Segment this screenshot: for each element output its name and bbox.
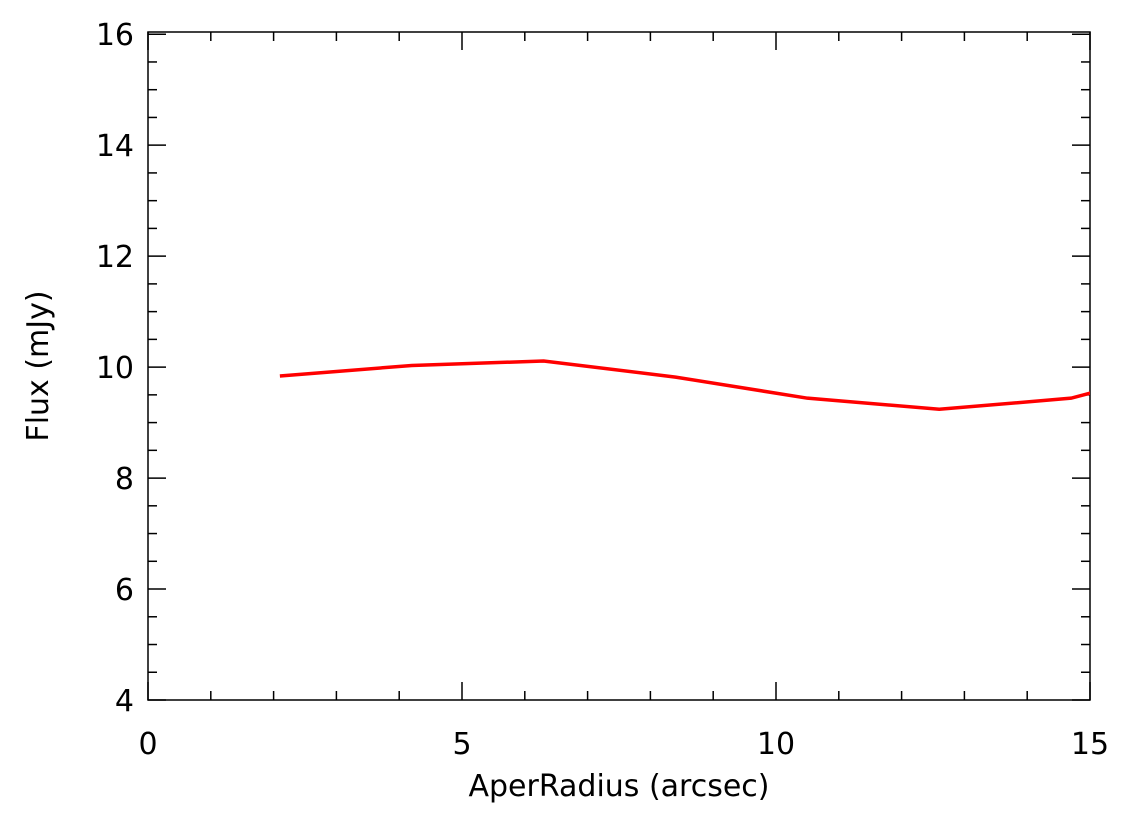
plot-frame — [147, 31, 1091, 701]
x-tick-label: 0 — [138, 727, 157, 762]
y-tick-label: 6 — [115, 573, 134, 608]
y-axis-label: Flux (mJy) — [21, 290, 56, 441]
y-tick-label: 10 — [96, 351, 134, 386]
x-tick-label: 10 — [757, 727, 795, 762]
y-tick-label: 16 — [96, 18, 134, 53]
y-tick-label: 8 — [115, 462, 134, 497]
x-tick-label: 5 — [452, 727, 471, 762]
x-axis-label: AperRadius (arcsec) — [468, 769, 769, 804]
y-tick-label: 14 — [96, 129, 134, 164]
data-line — [279, 359, 1090, 412]
y-tick-label: 12 — [96, 240, 134, 275]
y-tick-label: 4 — [115, 684, 134, 719]
x-tick-label: 15 — [1071, 727, 1109, 762]
